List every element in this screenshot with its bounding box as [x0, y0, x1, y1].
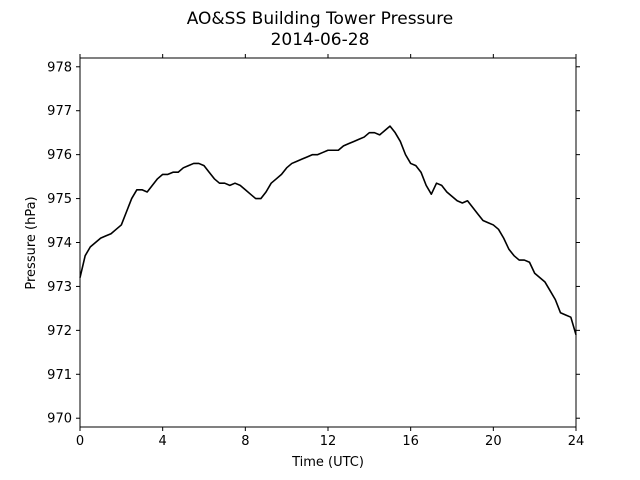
plot-frame: [79, 57, 577, 428]
y-tick-label: 977: [47, 104, 72, 119]
x-tick-label: 20: [485, 434, 502, 449]
x-tick-label: 24: [568, 434, 585, 449]
y-tick-label: 973: [47, 280, 72, 295]
x-tick-label: 12: [320, 434, 337, 449]
y-tick-label: 976: [47, 148, 72, 163]
x-tick-label: 16: [402, 434, 419, 449]
y-tick-label: 970: [47, 412, 72, 427]
y-tick-label: 978: [47, 60, 72, 75]
x-tick-label: 0: [76, 434, 84, 449]
plot-area: 0 4 8 12 16 20 24 970 971 972 973 974 975 976 977 978: [47, 54, 584, 449]
y-tick-label: 975: [47, 192, 72, 207]
x-tick-label: 4: [159, 434, 167, 449]
x-tick-label: 8: [241, 434, 249, 449]
chart-subtitle: 2014-06-28: [271, 30, 370, 50]
y-tick-label: 972: [47, 324, 72, 339]
series-line-0: [79, 125, 577, 335]
y-tick-label: 974: [47, 236, 72, 251]
chart-title: AO&SS Building Tower Pressure: [187, 9, 454, 29]
y-axis-label: Pressure (hPa): [24, 196, 39, 289]
y-tick-label: 971: [47, 368, 72, 383]
x-axis-label: Time (UTC): [291, 455, 364, 470]
